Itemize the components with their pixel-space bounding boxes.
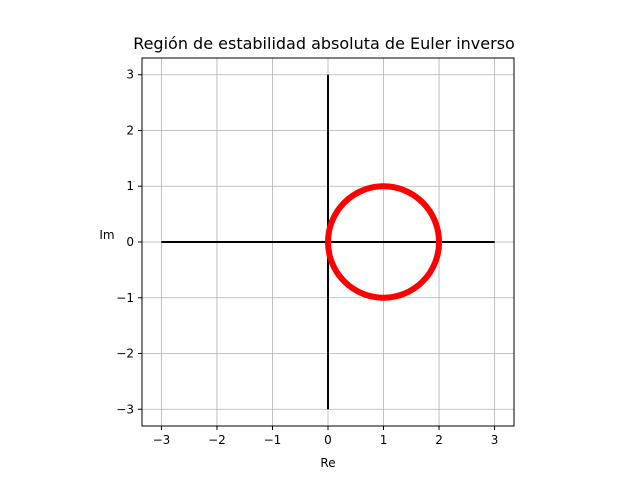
y-tick-label-3: 0 bbox=[126, 235, 134, 249]
y-tick-label-2: −1 bbox=[116, 291, 134, 305]
series-2-circle bbox=[325, 183, 443, 301]
x-tick-label-4: 1 bbox=[380, 433, 388, 447]
y-tick-label-0: −3 bbox=[116, 402, 134, 416]
chart-title: Región de estabilidad absoluta de Euler … bbox=[133, 34, 515, 53]
x-tick-label-2: −1 bbox=[264, 433, 282, 447]
x-tick-label-6: 3 bbox=[491, 433, 499, 447]
plot-area: −3 −2 −1 0 1 2 3 −3 −2 −1 0 1 2 3 bbox=[116, 57, 515, 447]
x-axis-label: Re bbox=[320, 456, 335, 470]
x-tick-label-0: −3 bbox=[153, 433, 171, 447]
x-tick-label-1: −2 bbox=[208, 433, 226, 447]
x-tick-label-3: 0 bbox=[324, 433, 332, 447]
y-axis-label: Im bbox=[99, 228, 114, 242]
y-tick-label-6: 3 bbox=[126, 68, 134, 82]
y-tick-label-5: 2 bbox=[126, 123, 134, 137]
x-tick-label-5: 2 bbox=[435, 433, 443, 447]
y-tick-label-1: −2 bbox=[116, 347, 134, 361]
y-tick-label-4: 1 bbox=[126, 179, 134, 193]
